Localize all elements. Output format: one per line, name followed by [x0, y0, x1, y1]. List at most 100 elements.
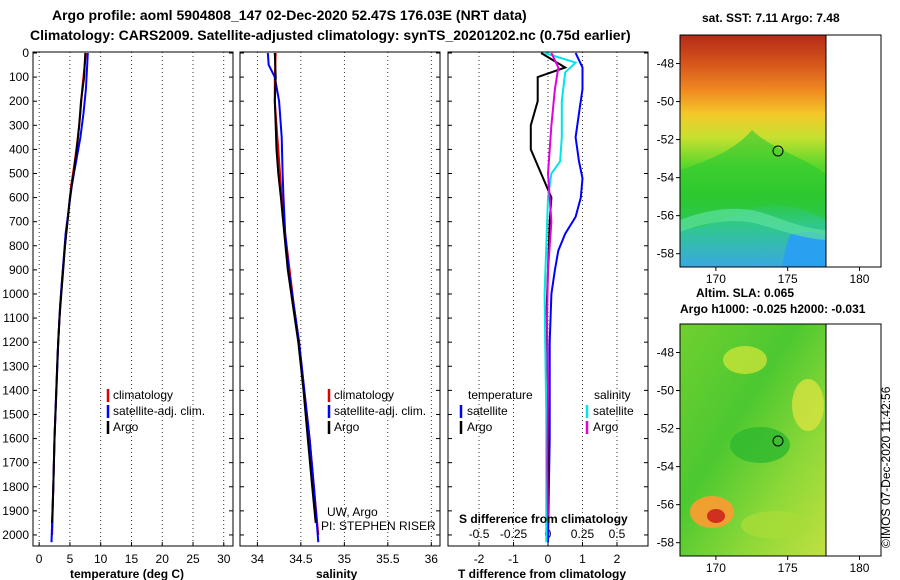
- salinity-panel-frame: [239, 51, 441, 547]
- sla-map-subtitle: Argo h1000: -0.025 h2000: -0.031: [680, 302, 866, 316]
- watermark: ©IMOS 07-Dec-2020 11:42:56: [879, 386, 893, 548]
- sla-map: [679, 323, 882, 557]
- x2-tick-label: -0.5: [469, 527, 490, 541]
- x-tick-label: 20: [156, 552, 170, 566]
- map-x-tick-label: 180: [849, 272, 869, 286]
- x-tick-label: 34.5: [289, 552, 313, 566]
- sst-map-frame: [679, 34, 882, 268]
- pi-annotation-1: UW, Argo: [327, 505, 378, 519]
- depth-tick-label: 1000: [2, 287, 29, 301]
- map-y-tick-label: -58: [657, 536, 675, 550]
- difference-xlabel: T difference from climatology: [458, 567, 626, 580]
- sla-map-yellow-patch-1: [723, 346, 767, 374]
- depth-tick-label: 400: [9, 142, 29, 156]
- map-y-tick-label: -54: [657, 171, 675, 185]
- depth-tick-label: 1400: [2, 383, 29, 397]
- legend-label-satellite: satellite-adj. clim.: [113, 404, 205, 418]
- sst-map-teal-band: [680, 208, 826, 240]
- difference-plot: -2 -1 0 1 2-0.5 -0.25 0 0.25 0.5: [448, 52, 648, 566]
- x-tick-label: 30: [217, 552, 231, 566]
- sst-map-land-blank: [825, 34, 882, 268]
- legend-label-s-satellite: satellite: [593, 404, 634, 418]
- sla-map-red-core: [707, 509, 725, 523]
- depth-tick-label: 1700: [2, 456, 29, 470]
- x-tick-label: -1: [508, 552, 519, 566]
- salinity-legend: climatology satellite-adj. clim. Argo: [327, 388, 426, 434]
- depth-tick-label: 0: [22, 46, 29, 60]
- depth-tick-label: 1200: [2, 335, 29, 349]
- map-x-tick-label: 170: [706, 561, 726, 575]
- x-tick-label: 34: [251, 552, 265, 566]
- x-tick-label: 15: [125, 552, 139, 566]
- sla-map-lime-patch: [741, 511, 809, 539]
- pi-annotation-2: PI: STEPHEN RISER: [321, 519, 436, 533]
- depth-axis: 0 100 200 300 400 500 600 700 800 900 1000 1100 1200…: [2, 46, 29, 542]
- x-tick-label: 0: [36, 552, 43, 566]
- temperature-panel-frame: [32, 51, 234, 547]
- x-tick-label: 2: [614, 552, 621, 566]
- depth-tick-label: 600: [9, 191, 29, 205]
- title-line-1: Argo profile: aoml 5904808_147 02-Dec-20…: [52, 7, 527, 23]
- x-tick-label: 36: [425, 552, 439, 566]
- legend-label-argo: Argo: [113, 420, 139, 434]
- depth-tick-label: 800: [9, 239, 29, 253]
- depth-tick-label: 1900: [2, 504, 29, 518]
- temperature-xlabel: temperature (deg C): [70, 567, 184, 580]
- depth-tick-label: 100: [9, 70, 29, 84]
- sla-map-title: Altim. SLA: 0.065: [696, 286, 794, 300]
- x-tick-label: 10: [94, 552, 108, 566]
- legend-title-temperature: temperature: [468, 388, 533, 402]
- sla-map-profile-marker: [772, 435, 784, 447]
- x2-tick-label: 0.5: [609, 527, 626, 541]
- series-line-argo: [273, 52, 317, 523]
- sst-map-title: sat. SST: 7.11 Argo: 7.48: [702, 11, 840, 25]
- series-line-climatology: [51, 52, 87, 536]
- depth-tick-label: 1600: [2, 432, 29, 446]
- legend-label-argo: Argo: [334, 420, 360, 434]
- legend-title-salinity: salinity: [594, 388, 631, 402]
- legend-label-climatology: climatology: [334, 388, 394, 402]
- depth-tick-label: 500: [9, 166, 29, 180]
- series-line-t-satellite: [547, 52, 584, 543]
- depth-tick-label: 2000: [2, 528, 29, 542]
- legend-label-t-satellite: satellite: [467, 404, 508, 418]
- legend-label-satellite: satellite-adj. clim.: [334, 404, 426, 418]
- map-y-tick-label: -52: [657, 422, 675, 436]
- salinity-plot: 34 34.5 35 35.5 36: [240, 52, 440, 566]
- x-tick-label: 5: [67, 552, 74, 566]
- sla-map-frame: [679, 323, 882, 557]
- series-line-argo: [51, 52, 87, 523]
- depth-tick-label: 1300: [2, 359, 29, 373]
- x-tick-label: 25: [186, 552, 200, 566]
- depth-tick-label: 1800: [2, 480, 29, 494]
- depth-tick-label: 300: [9, 118, 29, 132]
- map-y-tick-label: -52: [657, 133, 675, 147]
- depth-tick-label: 1100: [3, 311, 29, 325]
- map-y-tick-label: -54: [657, 460, 675, 474]
- x-tick-label: 1: [579, 552, 586, 566]
- depth-tick-label: 200: [9, 94, 29, 108]
- map-y-tick-label: -58: [657, 247, 675, 261]
- sst-map-axes: 170 175 180 -48 -50 -52 -54 -56 -58: [657, 57, 870, 286]
- x-tick-label: -2: [474, 552, 485, 566]
- legend-label-climatology: climatology: [113, 388, 173, 402]
- legend-label-s-argo: Argo: [593, 420, 619, 434]
- sla-map-yellow-patch-2: [792, 379, 824, 431]
- depth-tick-label: 700: [9, 215, 29, 229]
- map-y-tick-label: -56: [657, 209, 675, 223]
- x2-tick-label: 0.25: [571, 527, 595, 541]
- temperature-legend: climatology satellite-adj. clim. Argo: [106, 388, 205, 434]
- depth-tick-label: 900: [9, 263, 29, 277]
- sla-map-land-blank: [825, 323, 882, 557]
- sla-map-dark-patch: [730, 427, 790, 463]
- x-tick-label: 35: [338, 552, 352, 566]
- map-y-tick-label: -48: [657, 57, 675, 71]
- x-tick-label: 0: [545, 552, 552, 566]
- map-x-tick-label: 175: [778, 272, 798, 286]
- map-y-tick-label: -48: [657, 346, 675, 360]
- legend-label-t-argo: Argo: [467, 420, 493, 434]
- series-line-s-argo: [545, 52, 560, 523]
- title-line-2: Climatology: CARS2009. Satellite-adjuste…: [30, 27, 631, 43]
- depth-tick-label: 1500: [2, 407, 29, 421]
